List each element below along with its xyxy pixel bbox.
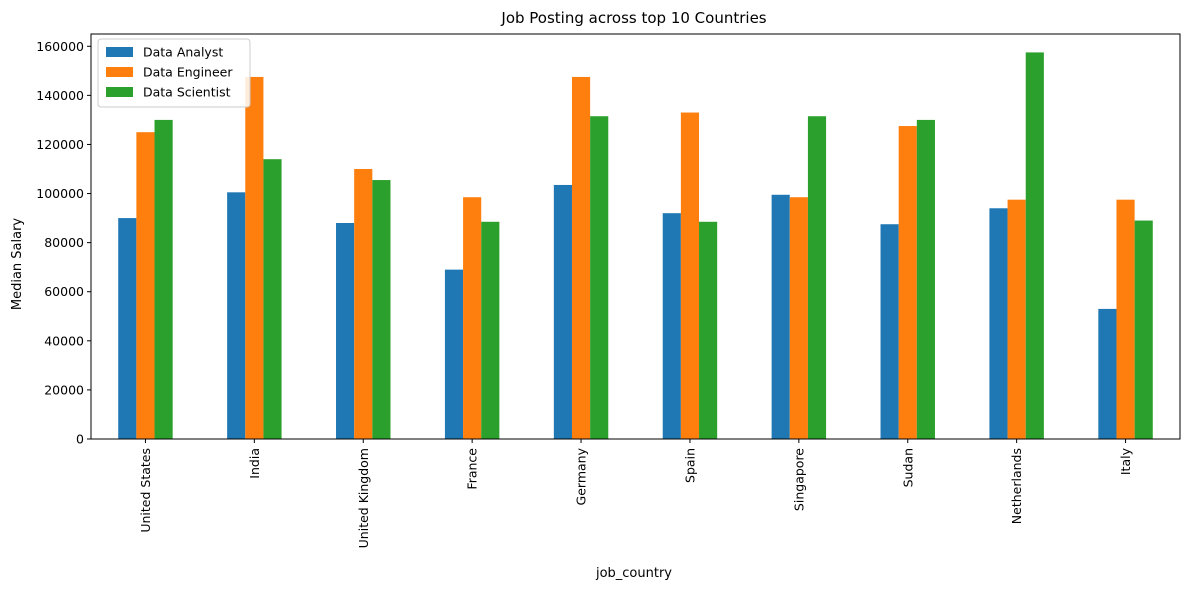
y-tick-label: 160000 <box>36 39 84 54</box>
legend-swatch <box>106 67 133 77</box>
y-tick-label: 60000 <box>44 284 84 299</box>
legend: Data Analyst Data Engineer Data Scientist <box>97 38 251 108</box>
y-tick-label: 0 <box>76 432 84 447</box>
bar-data-engineer-united-kingdom <box>354 169 373 439</box>
x-tick-label: Netherlands <box>1009 448 1024 524</box>
bar-data-engineer-germany <box>571 76 591 440</box>
bar-data-analyst-germany <box>553 184 572 439</box>
bar-data-engineer-france <box>463 197 482 439</box>
bar-data-scientist-sudan <box>916 119 935 439</box>
legend-entry: Data Scientist <box>143 85 231 100</box>
bar-data-engineer-singapore <box>789 197 808 439</box>
x-axis: United States India United Kingdom France Ge… <box>138 439 1133 548</box>
y-tick-label: 100000 <box>36 186 84 201</box>
x-tick-label: United States <box>138 448 153 533</box>
x-tick-label: France <box>465 448 480 490</box>
y-tick-label: 140000 <box>36 88 84 103</box>
bar-data-analyst-india <box>227 192 246 439</box>
y-tick-label: 40000 <box>44 333 84 348</box>
y-tick-label: 20000 <box>44 382 84 397</box>
bar-data-engineer-netherlands <box>1007 199 1026 439</box>
y-axis: 0 20000 40000 60000 80000 100000 120000 140000 1… <box>36 39 91 447</box>
bar-data-scientist-spain <box>699 221 718 439</box>
x-tick-label: Italy <box>1118 447 1133 475</box>
bar-data-engineer-india <box>245 76 264 440</box>
bar-data-scientist-united-states <box>154 119 173 439</box>
bar-data-scientist-netherlands <box>1025 52 1044 440</box>
x-tick-label: Germany <box>574 447 589 505</box>
legend-entry: Data Analyst <box>143 45 223 60</box>
bar-data-analyst-france <box>444 269 464 439</box>
legend-swatch <box>106 87 133 97</box>
bar-data-scientist-italy <box>1134 220 1153 439</box>
x-tick-label: Sudan <box>900 448 915 487</box>
chart-title: Job Posting across top 10 Countries <box>500 9 766 27</box>
bar-data-scientist-france <box>481 221 500 439</box>
bar-data-scientist-united-kingdom <box>372 180 391 439</box>
x-tick-label: Spain <box>682 448 697 483</box>
plot-frame <box>90 33 1181 440</box>
bar-data-analyst-netherlands <box>989 208 1008 439</box>
bar-data-engineer-spain <box>680 112 700 439</box>
bar-data-engineer-sudan <box>898 126 917 439</box>
x-tick-label: India <box>247 448 262 479</box>
x-tick-label: Singapore <box>791 448 806 511</box>
bar-data-analyst-sudan <box>880 224 899 439</box>
bar-data-engineer-united-states <box>136 132 155 439</box>
bar-data-analyst-italy <box>1098 308 1117 439</box>
y-tick-label: 120000 <box>36 137 84 152</box>
bar-data-analyst-spain <box>662 213 681 439</box>
legend-entry: Data Engineer <box>143 65 233 80</box>
bar-data-scientist-germany <box>590 116 609 440</box>
legend-box <box>97 38 251 108</box>
bar-data-analyst-united-states <box>118 218 137 439</box>
bar-data-analyst-singapore <box>771 194 790 439</box>
x-axis-label: job_country <box>595 566 672 581</box>
y-tick-label: 80000 <box>44 235 84 250</box>
x-tick-label: United Kingdom <box>356 448 371 548</box>
plot-area <box>90 33 1181 440</box>
bar-data-analyst-united-kingdom <box>336 223 355 439</box>
bar-data-engineer-italy <box>1116 199 1135 439</box>
bar-data-scientist-india <box>263 159 282 439</box>
y-axis-label: Median Salary <box>10 218 25 311</box>
legend-swatch <box>106 47 133 57</box>
bar-data-scientist-singapore <box>807 116 827 440</box>
